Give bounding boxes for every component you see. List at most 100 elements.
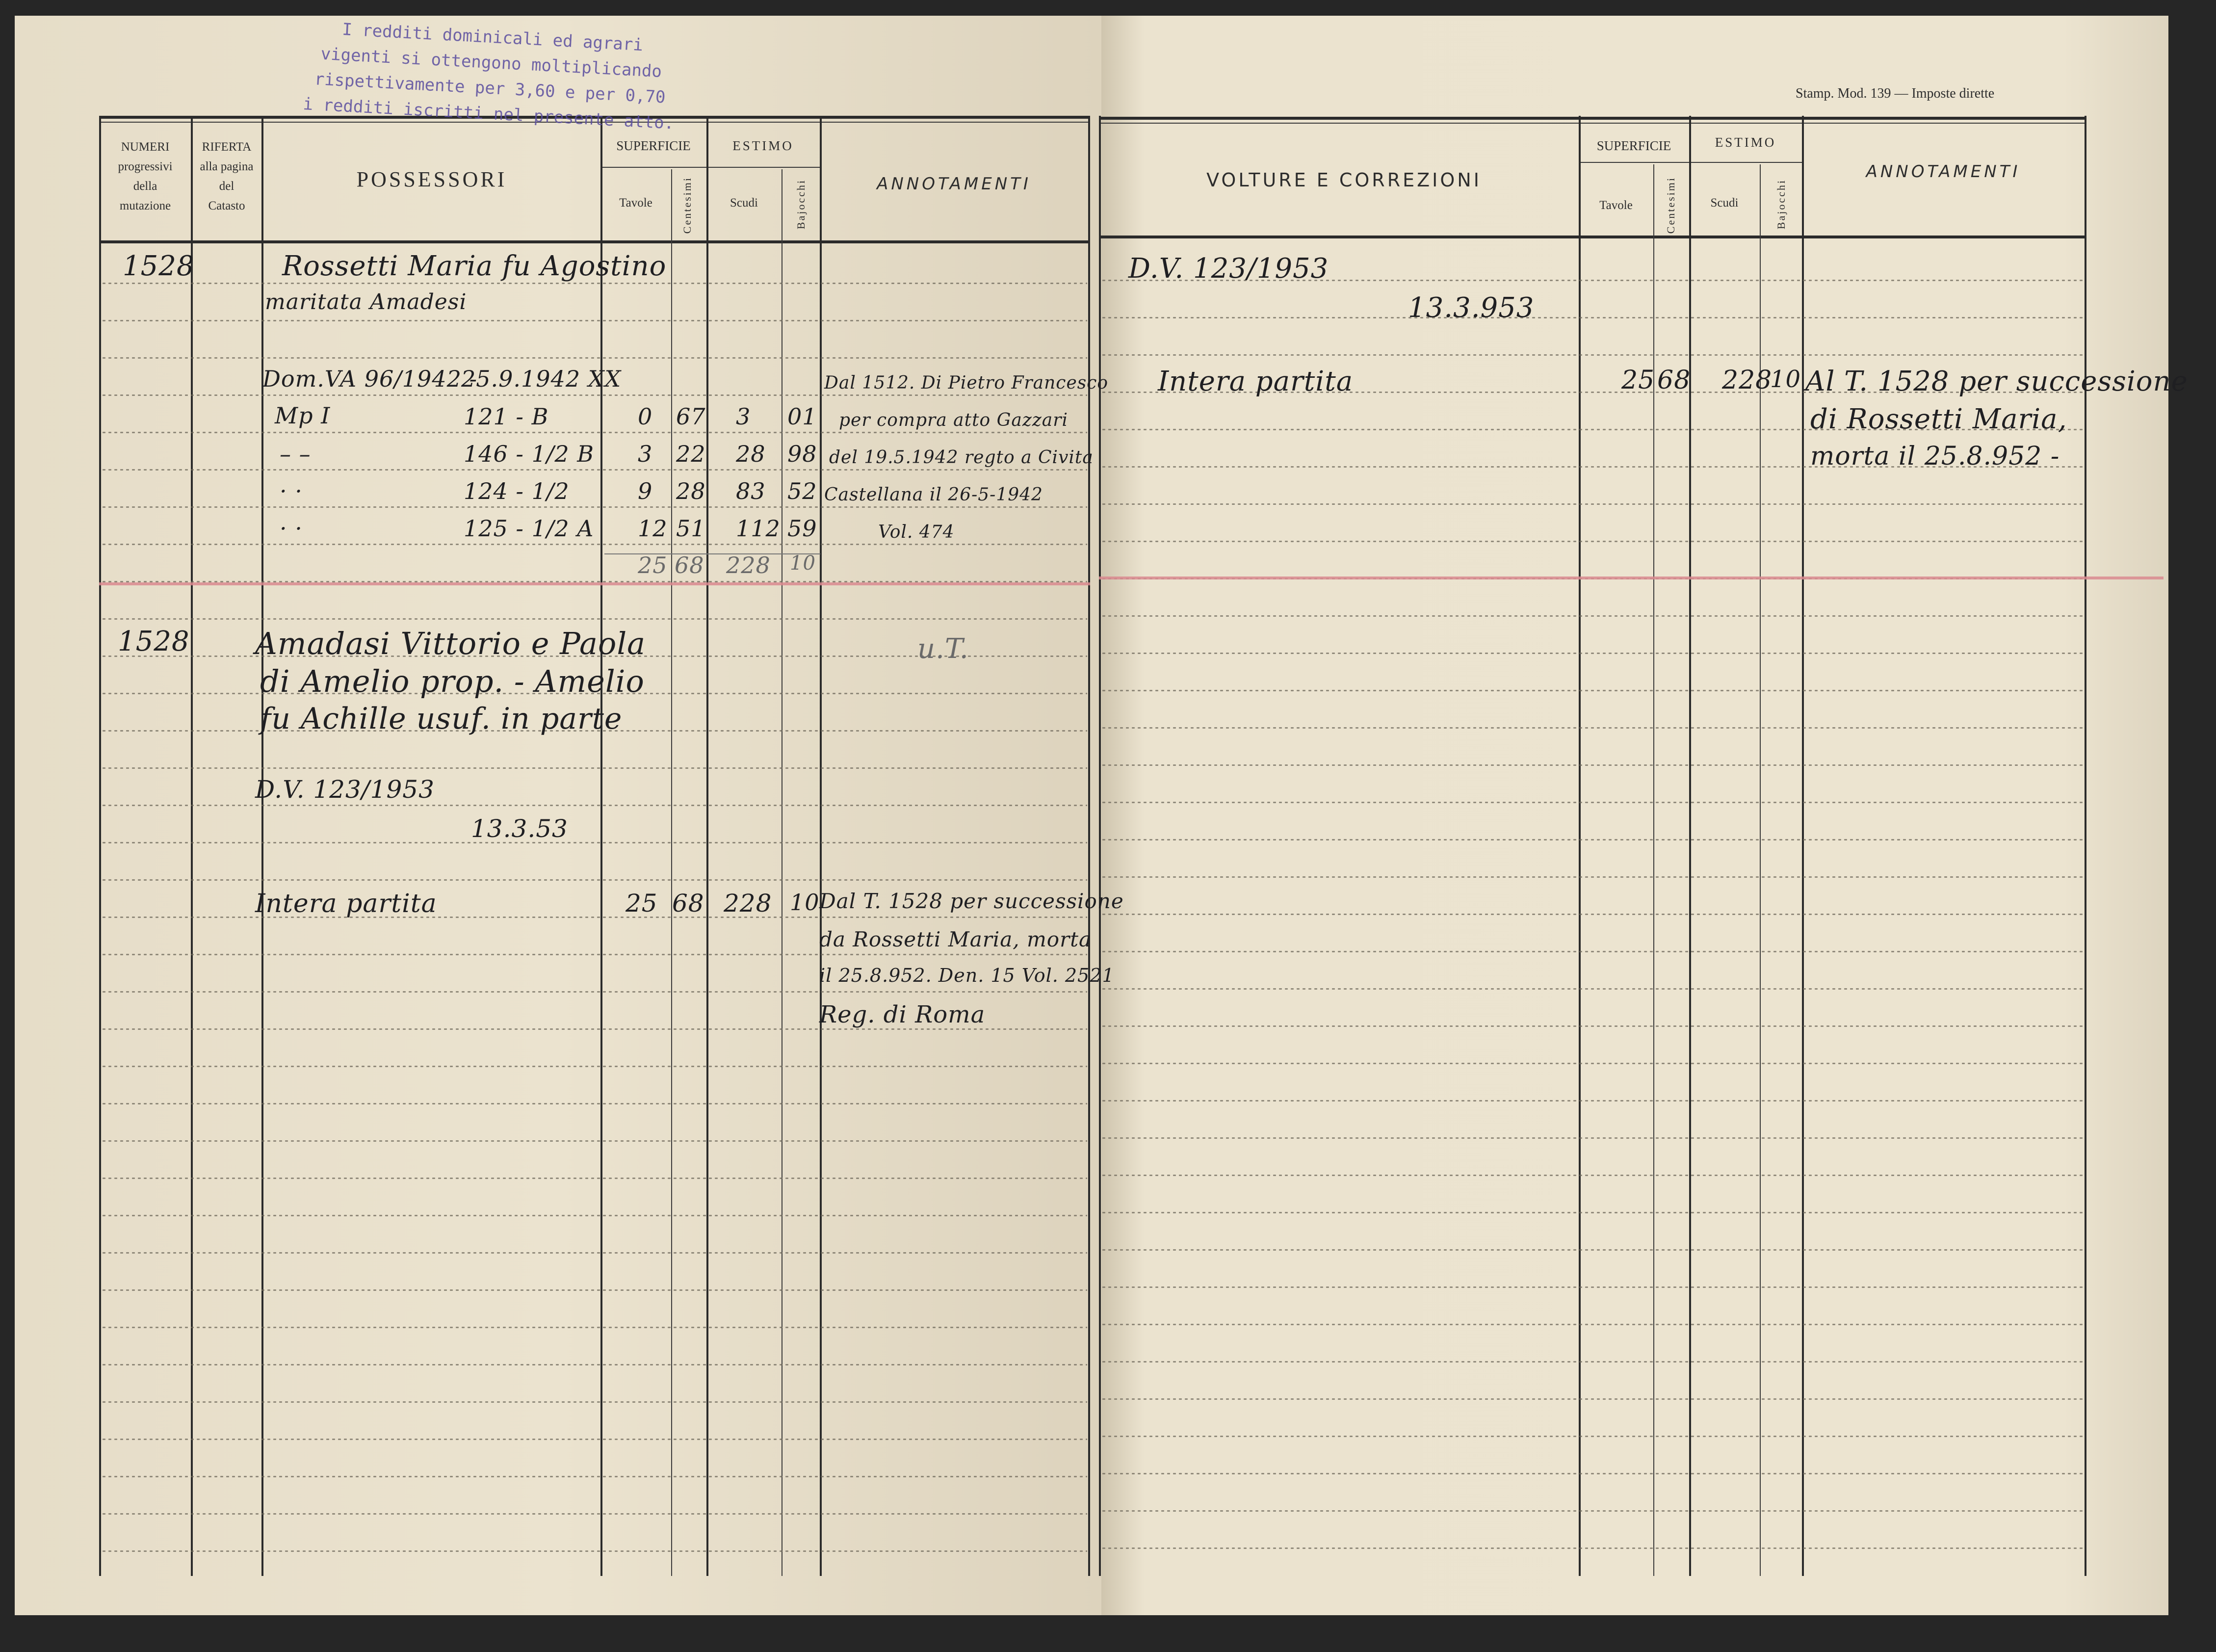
ruled-line [101, 1364, 1087, 1365]
atto-date: 25.9.1942 XX [461, 366, 622, 392]
header-annotamenti: ANNOTAMENTI [877, 174, 1031, 194]
ruled-line [101, 805, 1087, 806]
ruled-line [1101, 1361, 2084, 1363]
atto-date: 13.3.53 [471, 814, 568, 843]
column-rule [261, 116, 263, 1576]
annotamento-line: il 25.8.952. Den. 15 Vol. 2521 [819, 965, 1115, 986]
parcel-number: 125 - 1/2 A [464, 515, 594, 542]
ruled-line [101, 469, 1087, 471]
total-bajocchi: 10 [790, 889, 820, 916]
voltura-annotamento: Al T. 1528 per successione [1805, 366, 2188, 397]
header-text: NUMERI [121, 140, 170, 154]
header-scudi-right: Scudi [1710, 196, 1739, 210]
column-rule [671, 169, 672, 1576]
ruled-line [101, 1178, 1087, 1179]
parcel-centesimi: 28 [676, 478, 706, 504]
header-bajocchi: Bajocchi [795, 179, 807, 230]
total-rule [604, 553, 820, 554]
header-tavole: Tavole [619, 196, 652, 210]
parcel-centesimi: 51 [676, 515, 706, 542]
possessore-line: maritata Amadesi [265, 289, 467, 315]
ruled-line [1101, 764, 2084, 766]
ruled-line [1101, 354, 2084, 356]
header-text: alla pagina [200, 160, 254, 173]
annotamento-line: del 19.5.1942 regto a Civita [829, 447, 1094, 468]
header-scudi: Scudi [730, 196, 758, 210]
possessore-line: Rossetti Maria fu Agostino [282, 250, 667, 282]
parcel-scudi: 112 [736, 515, 781, 542]
parcel-scudi: 3 [736, 403, 751, 430]
ruled-line [101, 506, 1087, 508]
annotamento-line: Dal 1512. Di Pietro Francesco [824, 373, 1109, 393]
ruled-line [1101, 727, 2084, 729]
ruled-line [1101, 1510, 2084, 1512]
ruled-line [101, 618, 1087, 620]
column-rule [1689, 116, 1691, 1576]
column-rule [1760, 164, 1761, 1576]
ruled-line [1101, 1249, 2084, 1251]
header-text: del [219, 180, 235, 193]
parcel-ditto: · · [280, 515, 303, 542]
total-scudi: 228 [724, 889, 772, 918]
ruled-line [101, 1215, 1087, 1216]
ruled-line [101, 432, 1087, 433]
possessore-line: Amadasi Vittorio e Paola [255, 626, 646, 661]
ruled-line [1101, 429, 2084, 430]
header-estimo-right: ESTIMO [1715, 135, 1776, 150]
ruled-line [1101, 1100, 2084, 1101]
parcel-tavole: 9 [638, 478, 653, 504]
voltura-bajocchi: 10 [1770, 366, 1801, 393]
annotamento-line: da Rossetti Maria, morta [819, 927, 1092, 951]
ruled-line [1101, 1063, 2084, 1064]
ruled-line [101, 394, 1087, 396]
ruled-line [101, 954, 1087, 955]
ruled-line [1101, 1025, 2084, 1027]
ruled-line [1101, 317, 2084, 318]
ruled-line [101, 767, 1087, 769]
ruled-line [1101, 1473, 2084, 1474]
header-rule [99, 122, 1090, 123]
parcel-tavole: 12 [638, 515, 668, 542]
column-rule [820, 116, 822, 1576]
ruled-line [101, 283, 1087, 284]
total-tavole: 25 [638, 552, 668, 578]
ruled-line [101, 1476, 1087, 1477]
ruled-line [101, 1401, 1087, 1403]
header-centesimi: Centesimi [681, 177, 693, 234]
ruled-line [1101, 839, 2084, 840]
ruled-line [1101, 1324, 2084, 1325]
annotamento-line: per compra atto Gazzari [839, 410, 1068, 430]
column-rule [191, 116, 193, 1576]
ruled-line [101, 1289, 1087, 1291]
ruled-line [1101, 1547, 2084, 1549]
header-superficie: SUPERFICIE [616, 138, 691, 153]
total-centesimi: 68 [675, 552, 704, 578]
parcel-centesimi: 22 [676, 441, 706, 467]
ruled-line [1101, 914, 2084, 915]
partita: Intera partita [255, 889, 437, 918]
ruled-line [101, 1252, 1087, 1254]
atto-reference: Dom.VA 96/1942 - [262, 366, 478, 392]
ruled-line [101, 1103, 1087, 1104]
subheader-rule [600, 167, 820, 168]
header-text: RIFERTA [202, 140, 252, 154]
atto-reference: D.V. 123/1953 [255, 775, 435, 804]
ruled-line [101, 730, 1087, 732]
ruled-line [101, 581, 1087, 582]
ruled-line [1101, 653, 2084, 654]
column-rule [1653, 164, 1654, 1576]
header-numeri: NUMERI progressivi della mutazione [101, 137, 189, 216]
ruled-line [1101, 503, 2084, 505]
voltura-scudi: 228 [1722, 366, 1773, 395]
annotamento-line: Dal T. 1528 per successione [819, 889, 1124, 913]
voltura-annotamento: morta il 25.8.952 - [1810, 442, 2060, 471]
ruled-line [1101, 1436, 2084, 1437]
total-tavole: 25 [626, 889, 658, 918]
voltura-annotamento: di Rossetti Maria, [1810, 403, 2067, 435]
ruled-line [1101, 392, 2084, 393]
header-text: della [133, 180, 157, 193]
total-centesimi: 68 [672, 889, 704, 918]
ruled-line [101, 1327, 1087, 1328]
parcel-ditto: · · [280, 478, 303, 504]
ruled-line [1101, 802, 2084, 803]
